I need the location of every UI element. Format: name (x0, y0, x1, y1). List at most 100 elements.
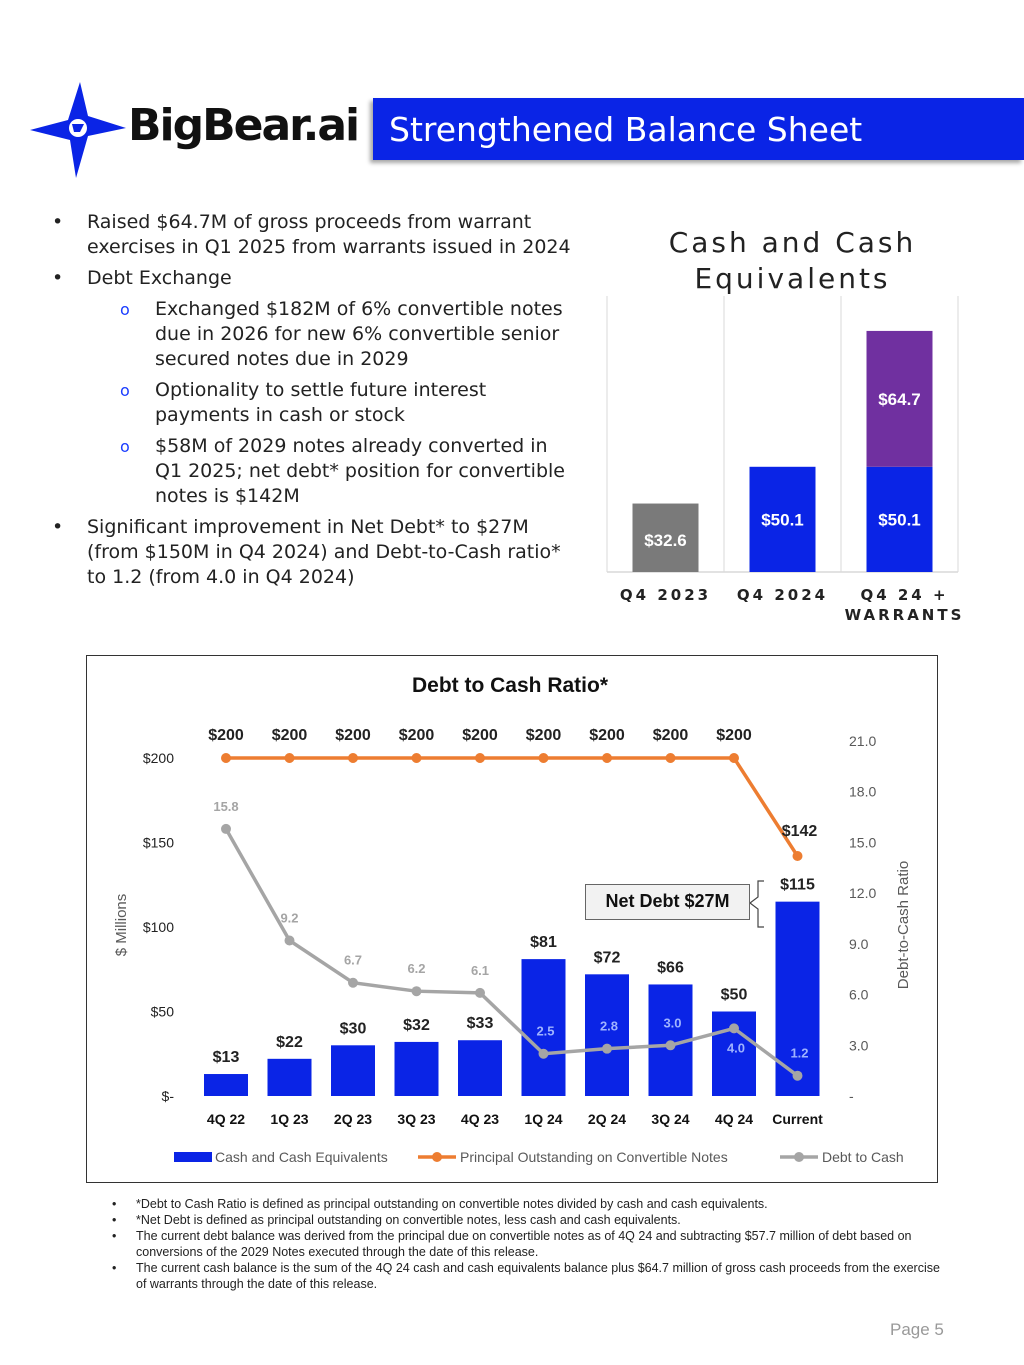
principal-label: $200 (653, 727, 689, 744)
y2-tick-label: 15.0 (849, 834, 876, 850)
y2-tick-label: - (849, 1088, 854, 1104)
bullet-item: • Significant improvement in Net Debt* to… (52, 516, 561, 588)
principal-label: $200 (335, 727, 371, 744)
title-bar: Strengthened Balance Sheet (373, 98, 1024, 160)
cash-bar (204, 1074, 248, 1096)
principal-label: $142 (782, 823, 818, 840)
principal-point (729, 753, 739, 763)
y2-tick-label: 9.0 (849, 936, 869, 952)
sub-bullet-item: o Exchanged $182M of 6% convertible notes… (120, 298, 563, 370)
cash-category-label: Q4 24 + (860, 586, 948, 604)
cash-bar (632, 503, 699, 572)
bullet-item: • Raised $64.7M of gross proceeds from wa… (52, 211, 571, 258)
legend-label: Cash and Cash Equivalents (215, 1149, 388, 1165)
x-category-label: 3Q 24 (651, 1111, 689, 1127)
x-category-label: 2Q 23 (334, 1111, 372, 1127)
net-debt-callout: Net Debt $27M (585, 884, 750, 920)
cash-bar (749, 466, 816, 572)
principal-label: $200 (208, 727, 244, 744)
x-category-label: 4Q 23 (461, 1111, 499, 1127)
footnote-item: • *Net Debt is defined as principal outst… (112, 1213, 681, 1227)
principal-point (792, 851, 803, 862)
x-category-label: 1Q 24 (524, 1111, 562, 1127)
cash-bar-label: $50 (721, 987, 748, 1004)
ratio-label: 2.5 (536, 1024, 554, 1039)
y-tick-label: $- (162, 1088, 175, 1104)
ratio-point (475, 987, 485, 998)
cash-bar-label: $50.1 (761, 510, 804, 529)
ratio-point (411, 986, 422, 997)
cash-bar-label: $30 (340, 1020, 367, 1037)
bullet-list: • Raised $64.7M of gross proceeds from wa… (50, 210, 580, 596)
y2-tick-label: 12.0 (849, 885, 876, 901)
ratio-label: 1.2 (790, 1046, 808, 1061)
y2-axis-title: Debt-to-Cash Ratio (895, 861, 912, 989)
cash-bar-label: $81 (530, 934, 557, 951)
logo-wordmark: BigBear.ai (128, 100, 360, 151)
x-category-label: 2Q 24 (588, 1111, 626, 1127)
ratio-line (224, 828, 799, 1078)
ratio-point (221, 823, 231, 834)
y2-tick-label: 3.0 (849, 1037, 869, 1053)
page-title: Strengthened Balance Sheet (389, 110, 863, 149)
legend-marker-ratio (794, 1152, 804, 1162)
bullet-item: • Debt Exchange (52, 267, 232, 289)
cash-bar-label: $32 (403, 1017, 430, 1034)
principal-point (411, 753, 422, 763)
ratio-label: 6.7 (344, 953, 362, 968)
cash-bar-label: $64.7 (878, 390, 921, 409)
cash-bar (866, 330, 933, 467)
ratio-label: 6.1 (471, 963, 489, 978)
principal-point (602, 753, 612, 763)
cash-bar (585, 974, 629, 1096)
cash-bar-label: $115 (780, 877, 815, 894)
cash-bar-label: $13 (213, 1049, 240, 1066)
cash-bar-label: $66 (657, 959, 684, 976)
ratio-point (665, 1040, 676, 1051)
bigbear-logo: BigBear.ai (28, 78, 360, 182)
cash-bar (267, 1058, 312, 1096)
ratio-point (538, 1048, 549, 1059)
legend-swatch-cash (174, 1152, 212, 1162)
cash-bar (458, 1040, 502, 1096)
cash-bar-label: $50.1 (878, 510, 921, 529)
legend-label: Debt to Cash (822, 1149, 904, 1165)
y2-tick-label: 18.0 (849, 784, 876, 800)
ratio-label: 3.0 (663, 1015, 681, 1030)
footnotes: • *Debt to Cash Ratio is defined as princ… (112, 1196, 942, 1292)
principal-point (665, 753, 676, 763)
x-category-label: 4Q 22 (207, 1111, 245, 1127)
ratio-point (602, 1043, 612, 1054)
ratio-point (284, 935, 295, 946)
callout-bracket (749, 880, 764, 928)
x-category-label: Current (772, 1111, 823, 1127)
ratio-label: 2.8 (600, 1019, 618, 1034)
x-category-label: 3Q 23 (397, 1111, 435, 1127)
principal-point (284, 753, 295, 763)
principal-point (221, 753, 231, 763)
cash-bar (866, 466, 933, 572)
cash-category-label: WARRANTS (845, 606, 965, 624)
ratio-label: 9.2 (280, 910, 298, 925)
footnote-item: • The current cash balance is the sum of … (112, 1261, 940, 1291)
principal-point (538, 753, 549, 763)
principal-label: $200 (526, 727, 562, 744)
cash-bar-label: $22 (276, 1034, 303, 1051)
legend-label: Principal Outstanding on Convertible Not… (460, 1149, 728, 1165)
cash-bar-label: $72 (594, 949, 621, 966)
y2-tick-label: 21.0 (849, 733, 876, 749)
principal-label: $200 (462, 727, 498, 744)
page-number: Page 5 (890, 1320, 944, 1339)
footnote-item: • *Debt to Cash Ratio is defined as princ… (112, 1197, 768, 1211)
legend-marker-principal (432, 1152, 442, 1162)
cash-bar-label: $32.6 (644, 531, 687, 550)
y-tick-label: $50 (151, 1004, 175, 1020)
cash-chart: $32.6 Q4 2023 $50.1 Q4 2024 $50.1 $64.7 Q4 24 … (606, 296, 965, 624)
cash-bar (521, 959, 566, 1096)
ratio-point (792, 1070, 803, 1081)
debt-chart-frame (86, 655, 938, 1183)
ratio-label: 6.2 (407, 961, 425, 976)
cash-category-label: Q4 2023 (620, 586, 711, 604)
principal-label: $200 (272, 727, 308, 744)
star-logo-icon (30, 82, 126, 178)
